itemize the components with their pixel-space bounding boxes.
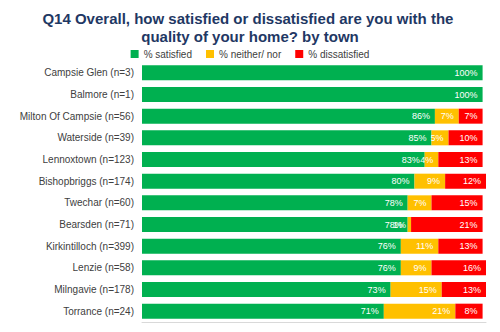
- svg-text:Kirkintilloch (n=399): Kirkintilloch (n=399): [46, 241, 134, 252]
- svg-text:13%: 13%: [460, 155, 478, 165]
- svg-text:Waterside (n=39): Waterside (n=39): [57, 132, 134, 143]
- svg-text:7%: 7%: [465, 111, 478, 121]
- svg-text:Q14 Overall, how satisfied or: Q14 Overall, how satisfied or dissatisfi…: [42, 10, 457, 27]
- svg-text:quality of your home? by town: quality of your home? by town: [141, 28, 359, 45]
- svg-text:100%: 100%: [455, 90, 478, 100]
- svg-text:11%: 11%: [416, 241, 433, 251]
- svg-text:1%: 1%: [393, 220, 406, 230]
- svg-text:100%: 100%: [455, 68, 478, 78]
- svg-text:76%: 76%: [378, 263, 396, 273]
- svg-text:21%: 21%: [432, 306, 450, 316]
- svg-text:Campsie Glen (n=3): Campsie Glen (n=3): [44, 67, 134, 78]
- svg-text:4%: 4%: [420, 155, 433, 165]
- svg-text:12%: 12%: [463, 176, 481, 186]
- svg-text:78%: 78%: [385, 198, 403, 208]
- svg-text:Torrance (n=24): Torrance (n=24): [63, 306, 134, 317]
- svg-text:10%: 10%: [460, 133, 478, 143]
- svg-text:85%: 85%: [408, 133, 426, 143]
- svg-text:15%: 15%: [460, 198, 478, 208]
- svg-text:% satisfied: % satisfied: [144, 49, 192, 60]
- svg-text:5%: 5%: [431, 133, 444, 143]
- svg-text:Bishopbriggs (n=174): Bishopbriggs (n=174): [39, 176, 134, 187]
- svg-text:7%: 7%: [413, 198, 426, 208]
- svg-text:Lennoxtown (n=123): Lennoxtown (n=123): [43, 154, 134, 165]
- svg-text:9%: 9%: [427, 176, 440, 186]
- svg-text:86%: 86%: [412, 111, 430, 121]
- svg-text:76%: 76%: [378, 241, 396, 251]
- svg-text:83%: 83%: [402, 155, 420, 165]
- svg-text:Balmore (n=1): Balmore (n=1): [70, 89, 134, 100]
- svg-text:% dissatisfied: % dissatisfied: [308, 49, 369, 60]
- svg-text:13%: 13%: [460, 241, 478, 251]
- svg-text:8%: 8%: [465, 306, 478, 316]
- svg-text:21%: 21%: [460, 220, 478, 230]
- svg-text:13%: 13%: [463, 285, 481, 295]
- svg-text:Milton Of Campsie (n=56): Milton Of Campsie (n=56): [20, 111, 134, 122]
- svg-text:Twechar (n=60): Twechar (n=60): [64, 197, 134, 208]
- svg-text:16%: 16%: [463, 263, 481, 273]
- svg-text:15%: 15%: [419, 285, 437, 295]
- svg-text:Bearsden (n=71): Bearsden (n=71): [59, 219, 134, 230]
- svg-text:Milngavie (n=178): Milngavie (n=178): [54, 284, 134, 295]
- svg-text:9%: 9%: [413, 263, 426, 273]
- svg-text:7%: 7%: [441, 111, 454, 121]
- svg-text:71%: 71%: [361, 306, 379, 316]
- svg-text:Lenzie (n=58): Lenzie (n=58): [73, 262, 134, 273]
- svg-text:% neither/ nor: % neither/ nor: [219, 49, 282, 60]
- svg-text:80%: 80%: [391, 176, 409, 186]
- svg-text:73%: 73%: [368, 285, 386, 295]
